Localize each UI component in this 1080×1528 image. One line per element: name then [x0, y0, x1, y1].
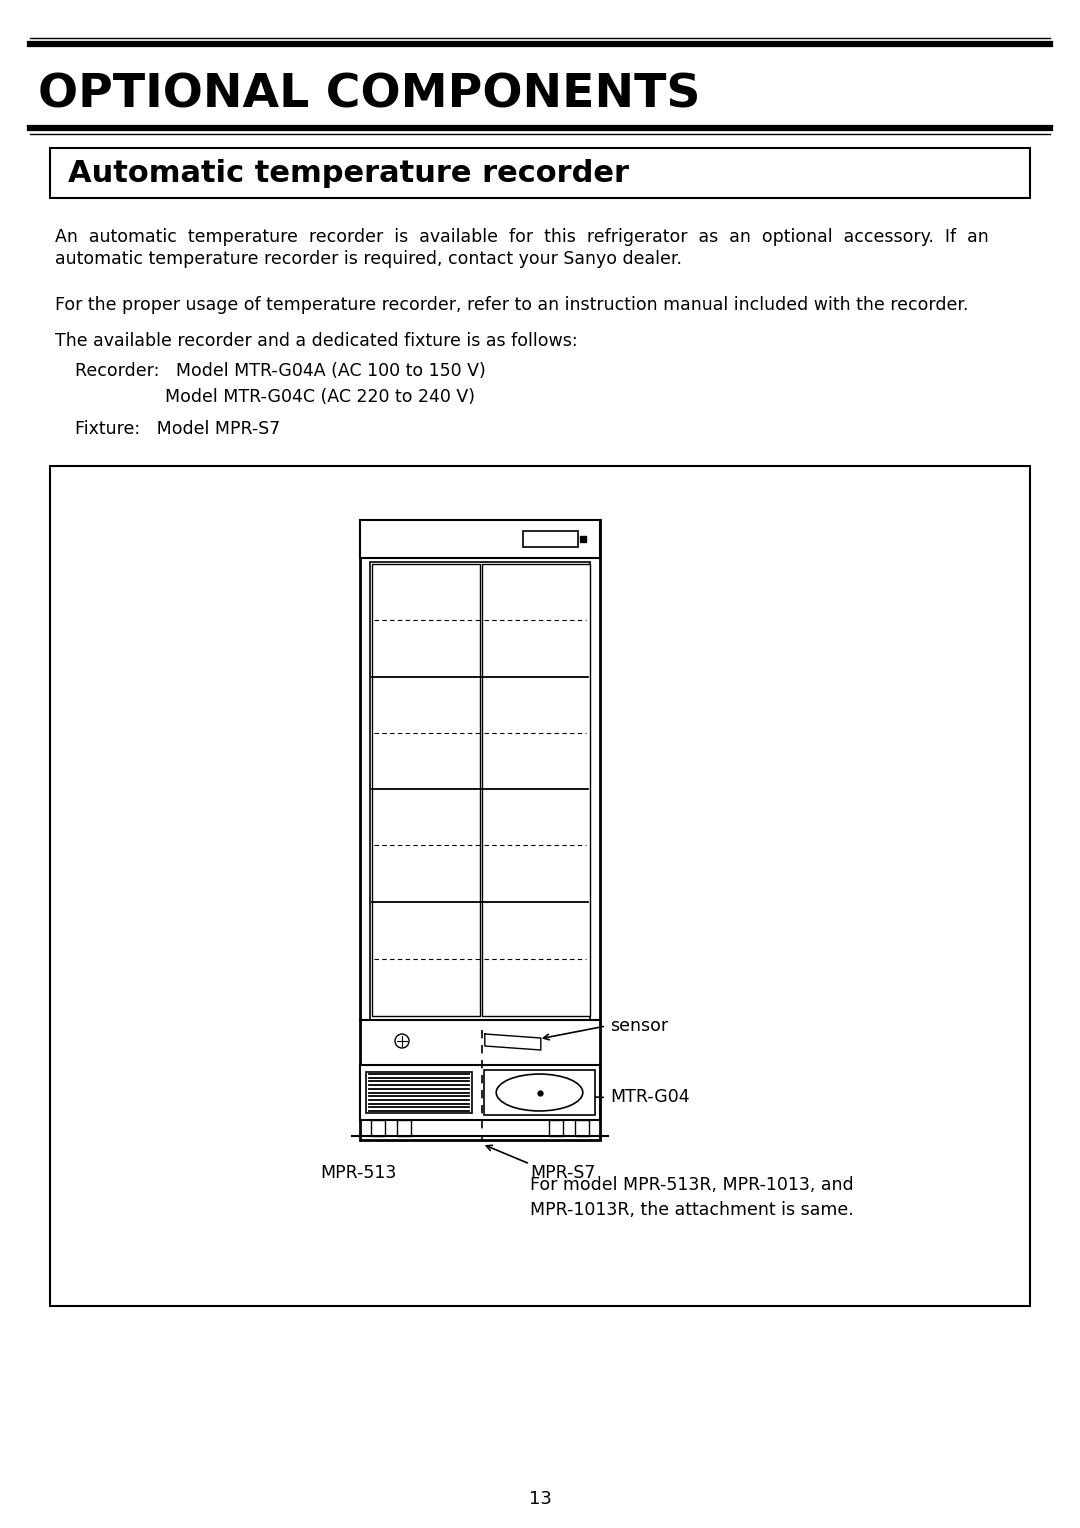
Polygon shape — [485, 1034, 541, 1050]
Text: MPR-513: MPR-513 — [320, 1164, 396, 1183]
Text: Automatic temperature recorder: Automatic temperature recorder — [68, 159, 629, 188]
Text: MTR-G04: MTR-G04 — [610, 1088, 690, 1106]
Bar — [397, 1120, 411, 1135]
Bar — [360, 520, 600, 1140]
Bar — [360, 1065, 600, 1120]
Ellipse shape — [496, 1074, 583, 1111]
Text: sensor: sensor — [610, 1018, 669, 1034]
Text: MPR-S7: MPR-S7 — [530, 1164, 595, 1183]
Text: The available recorder and a dedicated fixture is as follows:: The available recorder and a dedicated f… — [55, 332, 578, 350]
Bar — [50, 148, 1030, 199]
Text: For model MPR-513R, MPR-1013, and
MPR-1013R, the attachment is same.: For model MPR-513R, MPR-1013, and MPR-10… — [530, 1177, 854, 1219]
Bar — [360, 520, 600, 558]
Text: 13: 13 — [528, 1490, 552, 1508]
Circle shape — [395, 1034, 409, 1048]
Text: OPTIONAL COMPONENTS: OPTIONAL COMPONENTS — [38, 72, 701, 118]
Text: Fixture:   Model MPR-S7: Fixture: Model MPR-S7 — [75, 420, 280, 439]
Bar — [482, 564, 590, 1016]
Bar — [484, 1070, 595, 1115]
Bar — [575, 1120, 589, 1135]
Bar — [370, 562, 590, 1021]
Text: For the proper usage of temperature recorder, refer to an instruction manual inc: For the proper usage of temperature reco… — [55, 296, 969, 313]
Bar — [549, 1120, 563, 1135]
Text: An  automatic  temperature  recorder  is  available  for  this  refrigerator  as: An automatic temperature recorder is ava… — [55, 228, 989, 246]
Text: Model MTR-G04C (AC 220 to 240 V): Model MTR-G04C (AC 220 to 240 V) — [165, 388, 475, 406]
Text: automatic temperature recorder is required, contact your Sanyo dealer.: automatic temperature recorder is requir… — [55, 251, 681, 267]
Bar — [523, 532, 578, 547]
Bar — [50, 466, 1030, 1306]
Bar — [372, 564, 480, 1016]
Bar — [366, 1073, 472, 1112]
Text: Recorder:   Model MTR-G04A (AC 100 to 150 V): Recorder: Model MTR-G04A (AC 100 to 150 … — [75, 362, 486, 380]
Bar — [372, 1120, 384, 1135]
